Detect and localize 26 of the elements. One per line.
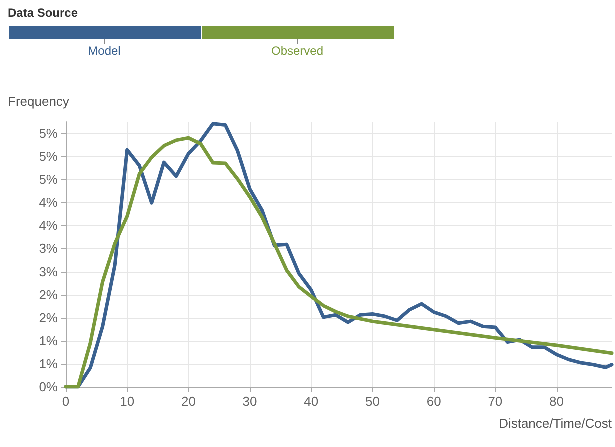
- y-tick-label: 4%: [39, 195, 58, 210]
- y-axis-title: Frequency: [8, 94, 70, 109]
- y-tick-label: 3%: [39, 241, 58, 256]
- y-tick-label: 4%: [39, 218, 58, 234]
- legend-title: Data Source: [8, 6, 78, 20]
- x-tick-label: 20: [181, 394, 196, 409]
- x-tick-label: 40: [304, 394, 319, 409]
- x-tick-label: 30: [242, 394, 258, 409]
- y-tick-label: 3%: [39, 264, 58, 280]
- y-tick-label: 5%: [39, 126, 58, 142]
- x-tick-label: 60: [426, 394, 442, 409]
- x-axis-title: Distance/Time/Cost: [499, 416, 612, 431]
- y-tick-label: 1%: [39, 356, 58, 372]
- y-tick-label: 0%: [39, 380, 58, 394]
- y-tick-label: 2%: [39, 310, 58, 326]
- y-tick-label: 1%: [39, 333, 58, 348]
- text: Model: [88, 44, 121, 58]
- x-tick-label: 70: [488, 394, 503, 409]
- y-tick-label: 5%: [39, 172, 58, 188]
- x-tick-label: 0: [62, 394, 70, 409]
- y-tick-label: 5%: [39, 149, 58, 164]
- x-tick-label: 50: [366, 394, 380, 409]
- x-tick-label: 80: [550, 394, 564, 409]
- y-tick-label: 2%: [39, 287, 58, 302]
- x-tick-label: 10: [120, 394, 135, 409]
- text: Observed: [271, 44, 324, 58]
